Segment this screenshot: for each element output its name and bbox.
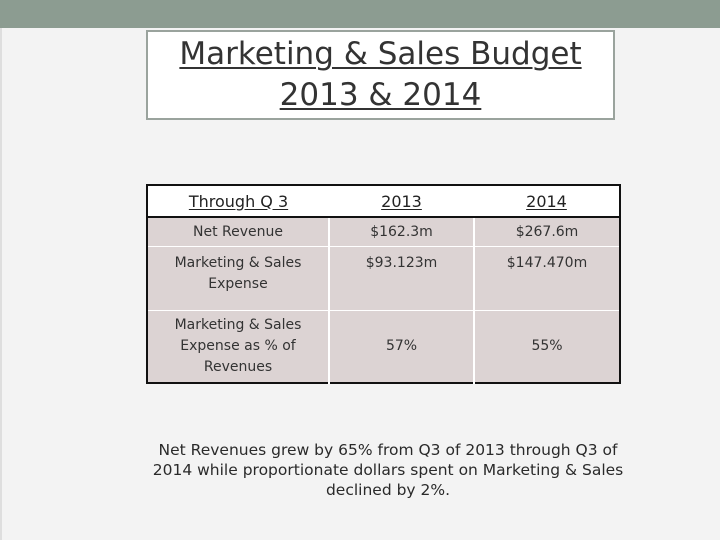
header-period-text: Through Q 3 bbox=[188, 191, 289, 211]
table-row: Marketing & Sales Expense as % of Revenu… bbox=[147, 310, 620, 383]
budget-table: Through Q 3 2013 2014 Net Revenue $162.3… bbox=[146, 184, 621, 384]
value-2014: 55% bbox=[474, 310, 620, 383]
title-line-2: 2013 & 2014 bbox=[279, 77, 482, 113]
table-row: Marketing & Sales Expense $93.123m $147.… bbox=[147, 246, 620, 311]
value-2013: $162.3m bbox=[329, 217, 475, 247]
header-2014: 2014 bbox=[474, 185, 620, 218]
header-2014-text: 2014 bbox=[526, 191, 567, 211]
row-label: Marketing & Sales Expense bbox=[147, 246, 330, 311]
value-2013: $93.123m bbox=[329, 246, 475, 311]
header-2013-text: 2013 bbox=[381, 191, 422, 211]
value-2014: $147.470m bbox=[474, 246, 620, 311]
row-label: Marketing & Sales Expense as % of Revenu… bbox=[147, 310, 330, 383]
table-header-row: Through Q 3 2013 2014 bbox=[147, 185, 620, 218]
header-period: Through Q 3 bbox=[147, 185, 329, 218]
value-2013: 57% bbox=[329, 310, 475, 383]
summary-caption: Net Revenues grew by 65% from Q3 of 2013… bbox=[152, 441, 624, 499]
table-row: Net Revenue $162.3m $267.6m bbox=[147, 217, 620, 247]
row-label: Net Revenue bbox=[147, 217, 330, 247]
value-2014: $267.6m bbox=[474, 217, 620, 247]
title-line-1: Marketing & Sales Budget bbox=[179, 36, 582, 72]
page-edge bbox=[0, 28, 2, 540]
header-2013: 2013 bbox=[329, 185, 474, 218]
top-banner bbox=[0, 0, 720, 28]
title-box: Marketing & Sales Budget 2013 & 2014 bbox=[146, 30, 615, 120]
